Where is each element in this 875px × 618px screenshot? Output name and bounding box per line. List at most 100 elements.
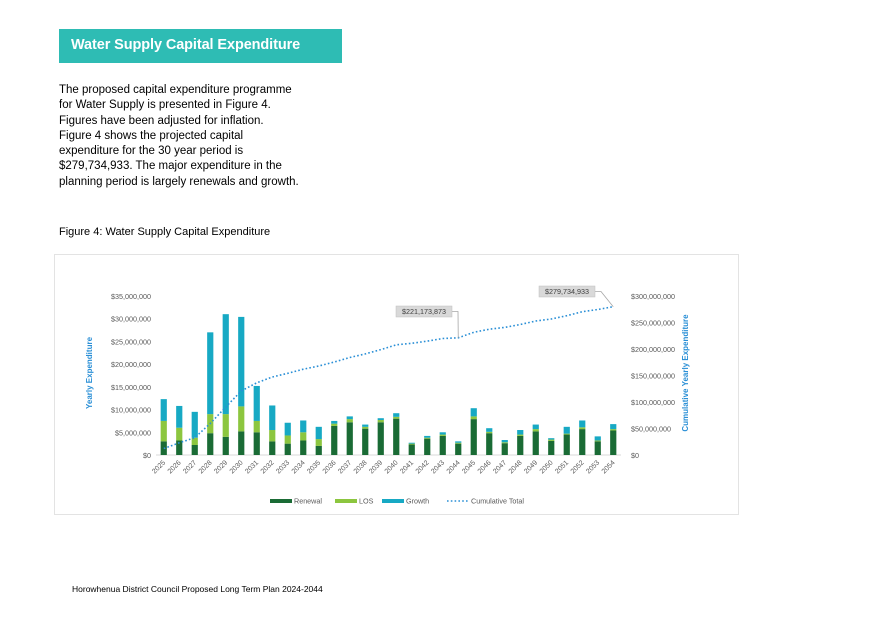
legend-label: LOS — [359, 497, 374, 506]
growth-bar — [191, 411, 198, 438]
renewal-bar — [346, 422, 353, 455]
legend-swatch-renewal — [270, 499, 292, 503]
legend-swatch-growth — [382, 499, 404, 503]
los-bar — [331, 423, 338, 426]
growth-bar — [160, 399, 167, 421]
renewal-bar — [424, 438, 431, 455]
x-tick-label: 2025 — [151, 459, 167, 475]
legend-label: Growth — [406, 497, 429, 506]
y-right-tick-label: $100,000,000 — [631, 398, 675, 407]
los-bar — [486, 431, 493, 434]
x-tick-label: 2026 — [167, 459, 183, 475]
renewal-bar — [269, 441, 276, 455]
x-tick-label: 2042 — [415, 459, 431, 475]
legend-label: Cumulative Total — [471, 497, 524, 506]
los-bar — [377, 420, 384, 423]
growth-bar — [176, 405, 183, 428]
growth-bar — [563, 426, 570, 434]
growth-bar — [408, 442, 415, 444]
renewal-bar — [191, 445, 198, 455]
renewal-bar — [439, 435, 446, 455]
capex-chart: $0 $5,000,000 $10,000,000 $15,000,000 $20,00… — [85, 285, 690, 506]
y-left-tick-label: $25,000,000 — [111, 337, 151, 346]
y-left-tick-label: $30,000,000 — [111, 315, 151, 324]
y-left-tick-label: $10,000,000 — [111, 406, 151, 415]
legend-label: Renewal — [294, 497, 322, 506]
growth-bar — [377, 418, 384, 421]
x-tick-label: 2047 — [492, 459, 508, 475]
renewal-bar — [377, 422, 384, 455]
growth-bar — [362, 424, 369, 427]
x-tick-label: 2038 — [353, 459, 369, 475]
los-bar — [160, 420, 167, 442]
los-bar — [579, 427, 586, 430]
los-bar — [408, 443, 415, 445]
growth-bar — [207, 332, 214, 415]
y-left-tick-label: $5,000,000 — [115, 428, 151, 437]
los-bar — [439, 434, 446, 436]
annotation-box — [395, 305, 453, 318]
renewal-bar — [315, 445, 322, 455]
x-tick-label: 2045 — [461, 459, 477, 475]
x-tick-label: 2041 — [399, 459, 415, 475]
intro-paragraph: The proposed capital expenditure program… — [59, 84, 299, 188]
los-bar — [253, 420, 260, 433]
los-bar — [315, 439, 322, 446]
los-bar — [176, 427, 183, 441]
renewal-bar — [408, 444, 415, 455]
growth-bar — [501, 440, 508, 443]
growth-bar — [300, 420, 307, 433]
renewal-bar — [300, 440, 307, 455]
los-bar — [470, 416, 477, 420]
growth-bar — [269, 405, 276, 431]
x-tick-label: 2028 — [198, 459, 214, 475]
growth-bar — [393, 413, 400, 417]
renewal-bar — [455, 443, 462, 455]
y-left-tick-label: $15,000,000 — [111, 383, 151, 392]
los-bar — [563, 433, 570, 435]
x-tick-label: 2027 — [182, 459, 198, 475]
renewal-bar — [331, 425, 338, 455]
annotation-leader — [595, 291, 614, 307]
los-bar — [548, 439, 555, 441]
x-tick-label: 2040 — [384, 459, 400, 475]
x-tick-label: 2039 — [368, 459, 384, 475]
x-tick-label: 2043 — [430, 459, 446, 475]
growth-bar — [579, 420, 586, 428]
growth-bar — [222, 314, 229, 415]
los-bar — [532, 429, 539, 432]
x-tick-label: 2048 — [508, 459, 524, 475]
growth-bar — [594, 436, 601, 441]
renewal-bar — [470, 419, 477, 455]
x-tick-label: 2031 — [244, 459, 260, 475]
renewal-bar — [362, 428, 369, 455]
annotation-box — [538, 285, 596, 298]
x-tick-label: 2030 — [229, 459, 245, 475]
los-bar — [455, 442, 462, 444]
y-left-tick-label: $0 — [143, 451, 151, 460]
renewal-bar — [532, 431, 539, 455]
los-bar — [346, 419, 353, 423]
los-bar — [594, 440, 601, 442]
annotation-label: $221,173,873 — [402, 307, 446, 316]
x-axis-labels: 2025 2026 2027 2028 2029 2030 2031 2032 2033 2034… — [151, 459, 617, 475]
renewal-bar — [579, 429, 586, 455]
growth-bar — [253, 385, 260, 421]
growth-bar — [315, 426, 322, 440]
los-bar — [191, 437, 198, 446]
growth-bar — [238, 316, 245, 407]
y-right-tick-label: $0 — [631, 451, 639, 460]
renewal-bar — [563, 434, 570, 455]
x-tick-label: 2034 — [291, 459, 307, 475]
cumulative-total-line — [163, 305, 614, 450]
renewal-bar — [610, 430, 617, 455]
y-axis-right-label: Cumulative Yearly Expenditure — [681, 314, 690, 432]
right-axis: $0 $50,000,000 $100,000,000 $150,000,000 $20… — [631, 292, 675, 460]
annotations: $221,173,873 $279,734,933 — [395, 285, 614, 338]
chart-container: $0 $5,000,000 $10,000,000 $15,000,000 $20,00… — [54, 254, 739, 515]
los-bar — [300, 432, 307, 441]
y-left-tick-label: $20,000,000 — [111, 360, 151, 369]
growth-bar — [610, 424, 617, 430]
los-bar — [284, 435, 291, 444]
los-bar — [501, 442, 508, 444]
